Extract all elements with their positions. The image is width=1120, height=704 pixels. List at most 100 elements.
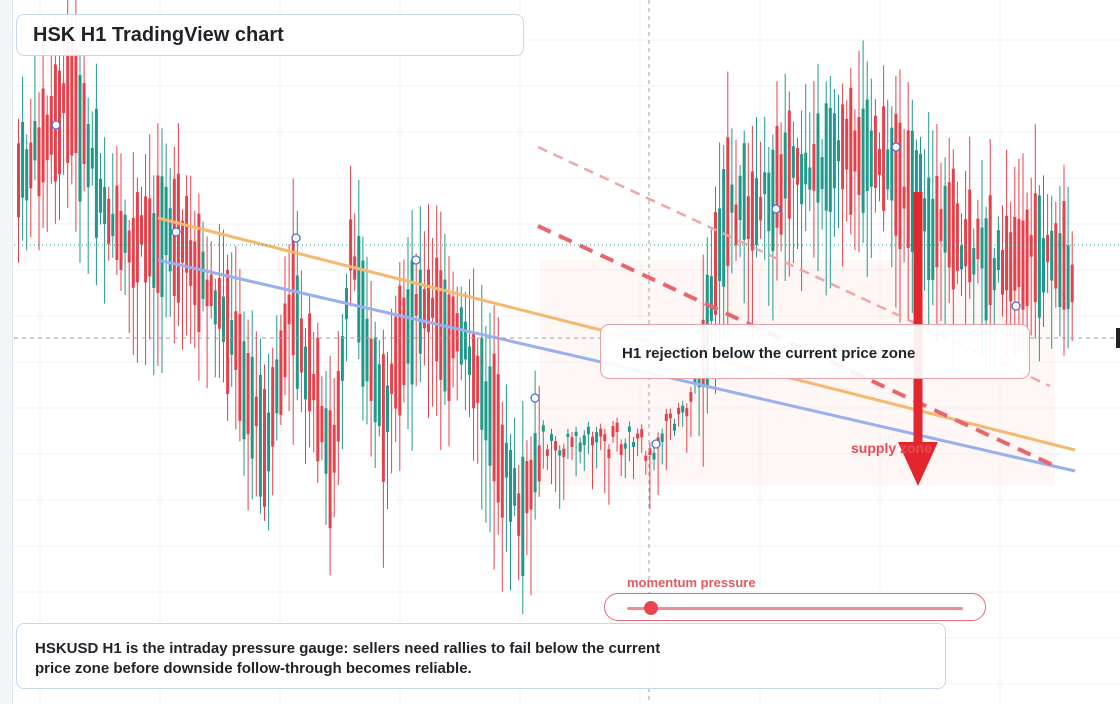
candle-body: [373, 337, 377, 423]
candle-body: [463, 321, 467, 360]
candle-body: [29, 142, 33, 189]
candle-body: [554, 441, 558, 451]
candle-body: [402, 297, 406, 385]
candle-body: [381, 354, 385, 482]
candle-body: [673, 423, 676, 431]
candle-body: [808, 167, 812, 190]
candle-body: [582, 435, 586, 446]
candle-body: [496, 374, 500, 503]
candle-body: [841, 104, 845, 190]
candle-body: [820, 157, 824, 190]
candle-body: [62, 83, 66, 114]
rejection-callout: H1 rejection below the current price zon…: [600, 324, 1030, 379]
candle-body: [1001, 250, 1004, 295]
candle-body: [279, 330, 283, 415]
candle-body: [17, 143, 20, 218]
candle-body: [111, 213, 115, 237]
momentum-track: [627, 607, 963, 610]
candle-body: [951, 168, 955, 290]
candle-body: [615, 422, 619, 432]
candle-body: [996, 230, 1000, 271]
candle-body: [722, 168, 726, 287]
candle-body: [455, 313, 459, 352]
candle-body: [1005, 215, 1009, 291]
candle-body: [312, 373, 316, 401]
anchor-point: [530, 393, 540, 403]
candle-body: [796, 148, 799, 185]
candle-body: [578, 442, 582, 452]
candle-body: [677, 407, 681, 415]
candle-body: [365, 318, 369, 382]
candle-body: [209, 274, 213, 307]
candle-body: [586, 426, 590, 435]
candle-body: [1021, 220, 1025, 310]
candle-body: [156, 175, 160, 293]
candle-body: [1066, 245, 1070, 310]
summary-panel: HSKUSD H1 is the intraday pressure gauge…: [16, 623, 946, 689]
candle-body: [685, 408, 689, 417]
candle-body: [599, 428, 603, 437]
candle-body: [853, 130, 857, 172]
candle-body: [1042, 238, 1045, 293]
candle-body: [246, 353, 250, 435]
candle-body: [640, 429, 644, 438]
candle-body: [304, 346, 307, 400]
momentum-pressure-gauge[interactable]: [604, 593, 986, 621]
candle-body: [480, 337, 484, 430]
candle-body: [517, 493, 521, 536]
candle-body: [115, 185, 119, 260]
candle-body: [472, 333, 476, 409]
candle-body: [144, 196, 148, 283]
candle-body: [927, 177, 931, 280]
candle-body: [759, 196, 763, 221]
candle-body: [689, 391, 693, 402]
candle-body: [1046, 234, 1050, 263]
candle-body: [812, 143, 816, 191]
candle-body: [398, 285, 402, 416]
candle-body: [1013, 216, 1017, 291]
candle-body: [406, 289, 410, 364]
candle-body: [767, 172, 771, 232]
candle-body: [21, 121, 25, 198]
candle-body: [234, 311, 238, 370]
candle-body: [664, 413, 668, 422]
candle-body: [172, 178, 176, 296]
chart-title: HSK H1 TradingView chart: [16, 14, 524, 56]
candle-body: [357, 235, 361, 343]
candle-body: [94, 108, 98, 238]
candle-body: [45, 114, 49, 161]
candle-body: [537, 445, 541, 482]
momentum-knob[interactable]: [643, 601, 658, 615]
candle-body: [193, 241, 197, 305]
candle-body: [49, 96, 53, 155]
candle-body: [570, 437, 574, 448]
anchor-point: [771, 204, 781, 214]
candle-body: [804, 152, 808, 185]
candle-body: [287, 294, 291, 325]
candle-body: [980, 227, 984, 269]
candle-body: [832, 113, 836, 189]
summary-text: HSKUSD H1 is the intraday pressure gauge…: [35, 640, 661, 677]
candle-body: [201, 251, 205, 300]
candle-body: [923, 198, 927, 232]
candle-body: [636, 433, 640, 439]
candle-body: [107, 198, 111, 245]
candle-body: [521, 456, 525, 576]
candle-body: [882, 106, 886, 211]
candle-body: [562, 448, 566, 458]
momentum-label: momentum pressure: [627, 575, 756, 590]
anchor-point: [411, 255, 421, 265]
candle-body: [603, 434, 607, 442]
candle-body: [254, 396, 258, 427]
candle-body: [894, 113, 898, 236]
candle-body: [1009, 232, 1013, 302]
candle-body: [41, 88, 45, 183]
candle-body: [103, 187, 107, 225]
candle-body: [960, 245, 963, 270]
candle-body: [824, 103, 828, 211]
candle-body: [283, 303, 287, 378]
drawing-anchor-points[interactable]: [51, 120, 1021, 449]
candle-body: [468, 346, 471, 376]
price-marker: [1116, 328, 1120, 348]
descending-resistance-light-dashed: [537, 145, 1051, 388]
